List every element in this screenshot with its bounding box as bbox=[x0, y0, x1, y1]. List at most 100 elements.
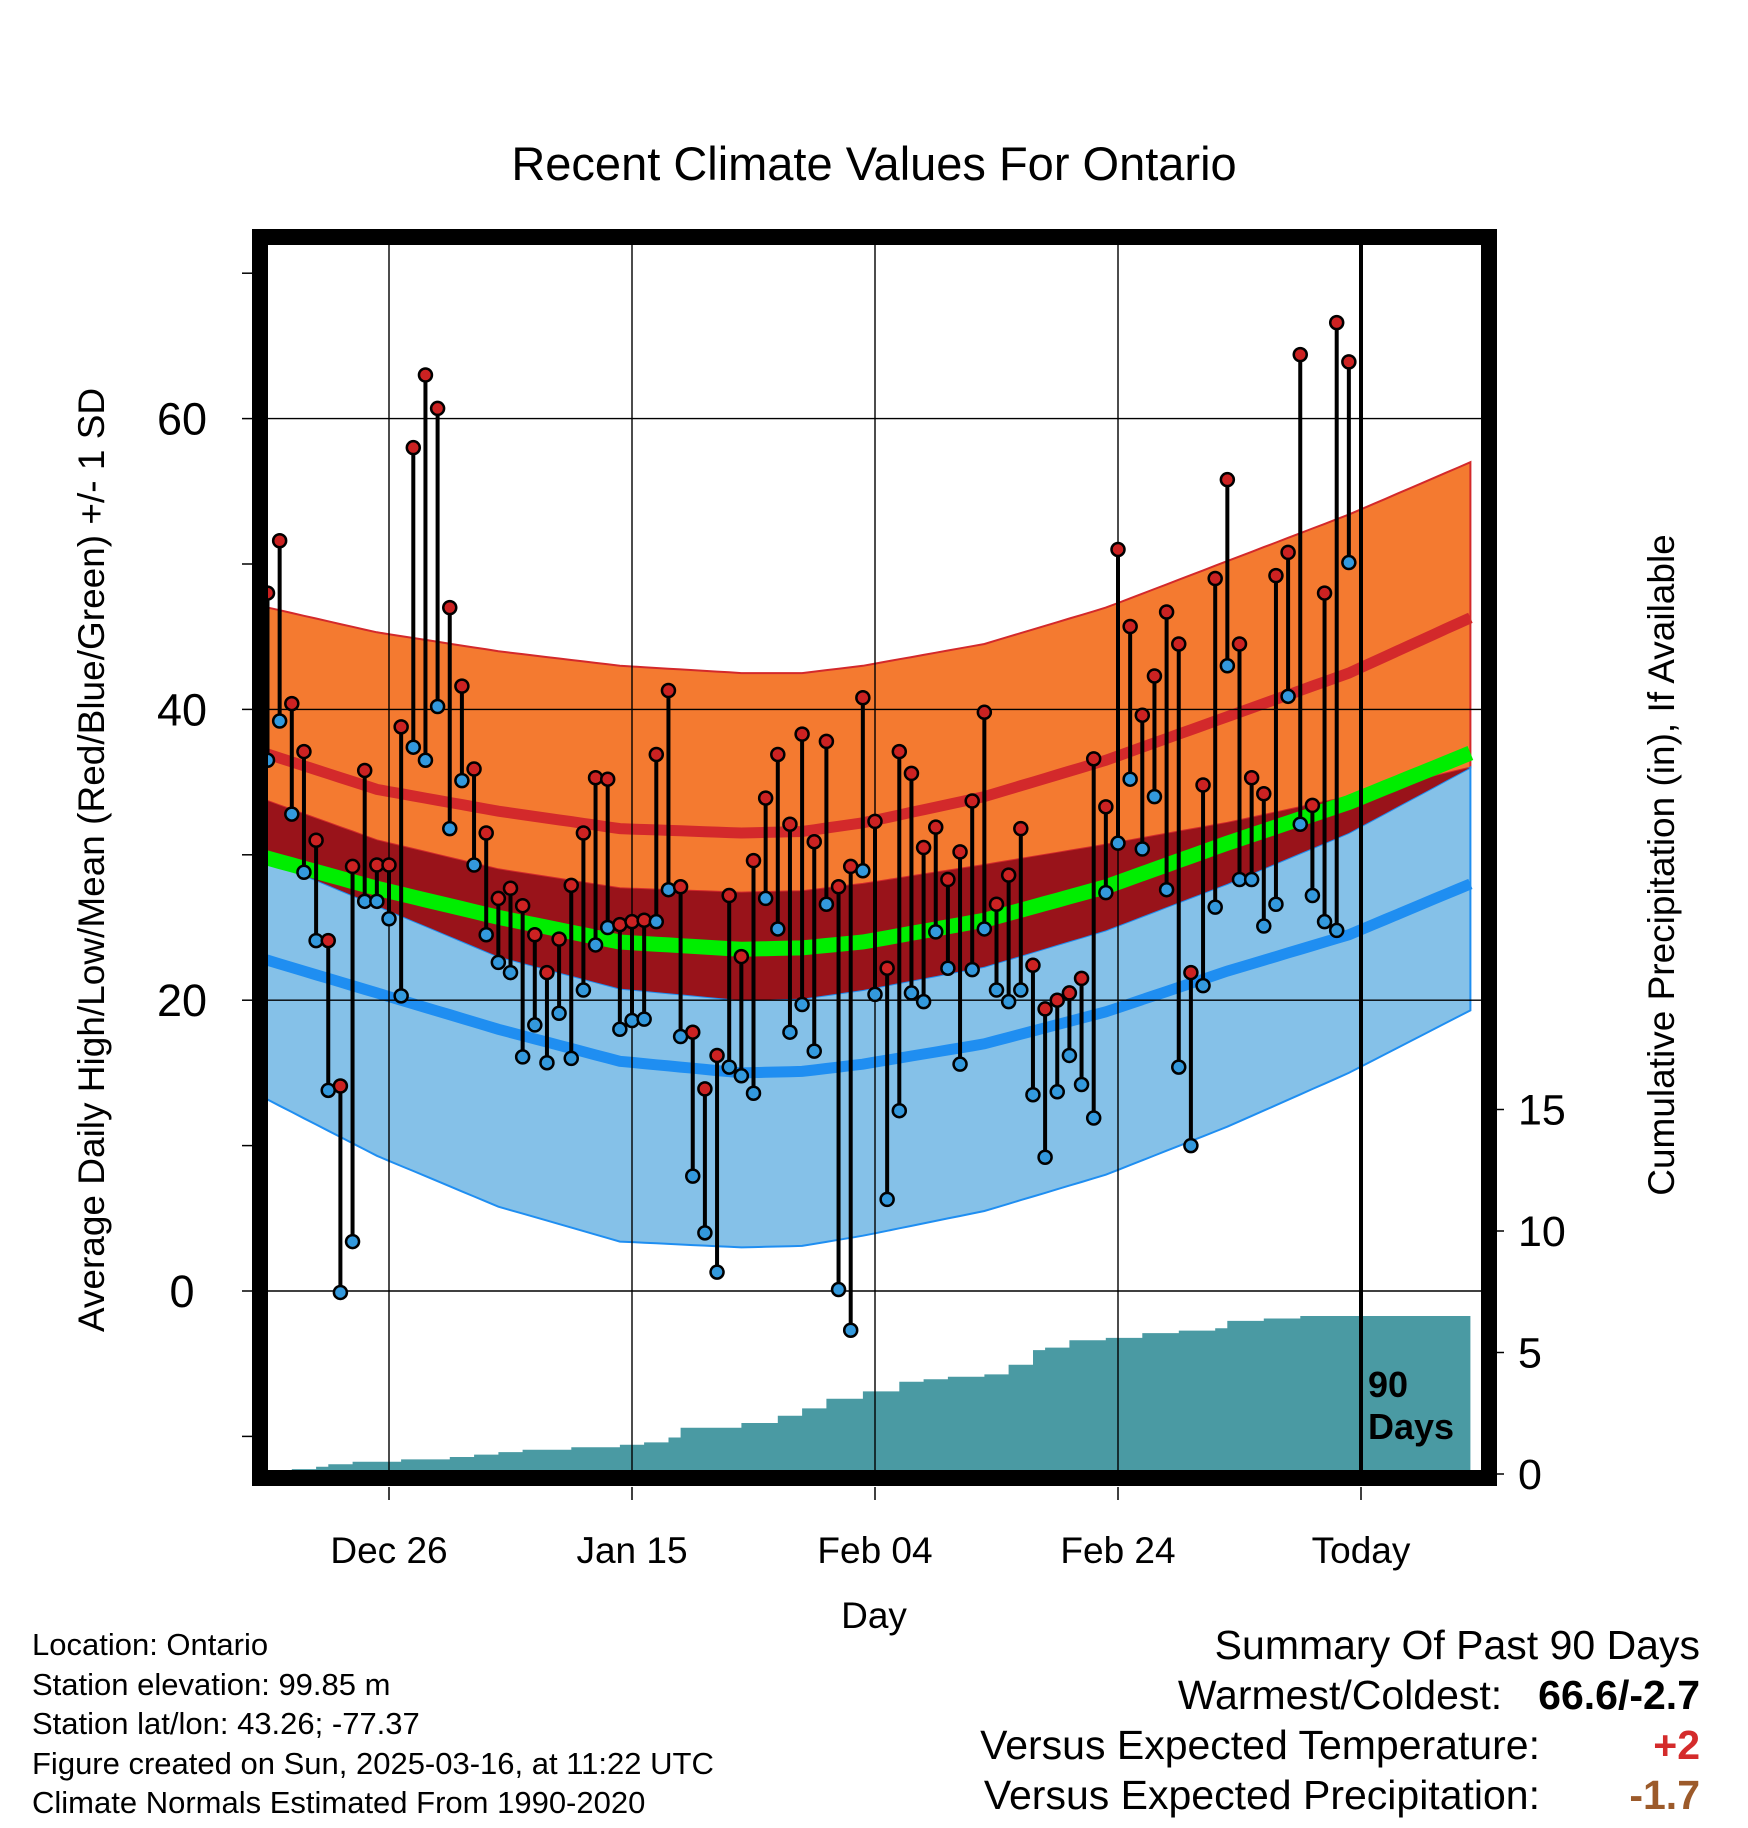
low-point bbox=[660, 881, 677, 898]
low-point bbox=[1073, 1076, 1090, 1093]
low-point bbox=[1122, 771, 1138, 787]
low-point bbox=[393, 988, 409, 1004]
normal-mean-line bbox=[268, 746, 1474, 957]
high-point bbox=[490, 890, 507, 907]
elevation-text: Station elevation: 99.85 m bbox=[32, 1666, 391, 1702]
high-point bbox=[478, 825, 494, 841]
high-point bbox=[454, 678, 470, 694]
low-point bbox=[733, 1068, 750, 1084]
low-point bbox=[1171, 1059, 1187, 1075]
y2-tick-label: 0 bbox=[1518, 1451, 1542, 1499]
low-point bbox=[709, 1264, 725, 1280]
high-point bbox=[745, 852, 762, 869]
high-point bbox=[539, 964, 555, 981]
low-point bbox=[466, 857, 482, 873]
high-point bbox=[296, 743, 312, 760]
created-text: Figure created on Sun, 2025-03-16, at 11… bbox=[32, 1745, 714, 1781]
low-point bbox=[1134, 841, 1151, 857]
low-point bbox=[296, 864, 312, 880]
high-point bbox=[782, 816, 798, 833]
low-point bbox=[794, 996, 810, 1013]
high-point bbox=[1268, 567, 1284, 584]
warm-cold-label: Warmest/Coldest: bbox=[1177, 1672, 1503, 1718]
low-point bbox=[454, 772, 470, 789]
low-point bbox=[502, 964, 519, 981]
normal-low-line bbox=[268, 878, 1473, 1079]
low-point bbox=[1256, 918, 1272, 934]
high-point bbox=[1134, 707, 1151, 723]
normals-text: Climate Normals Estimated From 1990-2020 bbox=[32, 1785, 646, 1820]
temp-anomaly-label: Versus Expected Temperature: bbox=[980, 1722, 1540, 1768]
y2-tick-label: 5 bbox=[1518, 1330, 1542, 1378]
y2-tick-label: 15 bbox=[1518, 1087, 1566, 1135]
high-point bbox=[429, 400, 446, 417]
low-point bbox=[575, 982, 592, 998]
x-tick-label: Jan 15 bbox=[576, 1530, 687, 1571]
low-point bbox=[745, 1085, 762, 1102]
low-point bbox=[1328, 922, 1345, 939]
high-point bbox=[1316, 585, 1333, 601]
high-point bbox=[405, 439, 422, 456]
y-tick-label: 40 bbox=[157, 684, 207, 735]
high-point bbox=[1073, 970, 1090, 987]
high-point bbox=[502, 880, 519, 896]
low-point bbox=[685, 1168, 701, 1184]
low-point bbox=[284, 806, 300, 822]
high-point bbox=[818, 733, 835, 750]
low-point bbox=[539, 1054, 555, 1071]
high-point bbox=[952, 844, 968, 860]
high-point bbox=[1171, 636, 1187, 652]
precip-anomaly-value: -1.7 bbox=[1629, 1772, 1700, 1818]
low-point bbox=[490, 954, 507, 971]
high-point bbox=[527, 927, 543, 943]
high-point bbox=[1037, 1001, 1053, 1017]
high-point bbox=[1183, 964, 1199, 981]
high-point bbox=[1085, 751, 1102, 767]
high-point bbox=[466, 761, 482, 777]
low-point bbox=[1183, 1137, 1199, 1154]
high-point bbox=[1049, 992, 1065, 1008]
x-tick-label: Dec 26 bbox=[330, 1530, 447, 1571]
temp-anomaly-value: +2 bbox=[1653, 1722, 1700, 1768]
low-point bbox=[879, 1191, 895, 1208]
high-point bbox=[1292, 346, 1308, 363]
latlon-text: Station lat/lon: 43.26; -77.37 bbox=[32, 1706, 420, 1741]
low-point bbox=[867, 986, 883, 1003]
low-point bbox=[1219, 658, 1236, 674]
x-tick-label: Feb 04 bbox=[817, 1530, 932, 1571]
high-point bbox=[988, 896, 1005, 912]
low-point bbox=[1316, 913, 1333, 930]
low-point bbox=[721, 1059, 737, 1075]
low-point bbox=[1049, 1084, 1065, 1100]
low-point bbox=[818, 896, 835, 912]
high-point bbox=[1158, 604, 1175, 620]
marker-label: Days bbox=[1368, 1406, 1454, 1447]
low-point bbox=[1292, 816, 1308, 833]
high-point bbox=[575, 825, 592, 841]
high-point bbox=[806, 833, 822, 850]
y-tick-label: 0 bbox=[169, 1266, 194, 1317]
low-point bbox=[1280, 688, 1296, 705]
low-point bbox=[915, 993, 932, 1010]
high-point bbox=[1219, 471, 1236, 488]
precip-group bbox=[291, 1316, 1471, 1470]
high-point bbox=[1328, 314, 1345, 331]
high-point bbox=[757, 790, 774, 806]
high-point bbox=[855, 690, 871, 706]
high-point bbox=[685, 1024, 701, 1040]
low-point bbox=[770, 921, 786, 937]
low-point bbox=[551, 1005, 567, 1022]
high-point bbox=[1304, 797, 1321, 814]
low-point bbox=[757, 890, 774, 907]
low-point bbox=[1243, 871, 1260, 888]
low-point bbox=[271, 713, 288, 729]
high-point bbox=[976, 704, 993, 721]
low-point bbox=[855, 863, 871, 879]
high-point bbox=[794, 726, 810, 742]
low-point bbox=[782, 1024, 798, 1040]
low-point bbox=[587, 937, 604, 953]
high-point bbox=[1243, 769, 1260, 786]
low-point bbox=[830, 1281, 847, 1298]
low-point bbox=[1025, 1086, 1041, 1103]
